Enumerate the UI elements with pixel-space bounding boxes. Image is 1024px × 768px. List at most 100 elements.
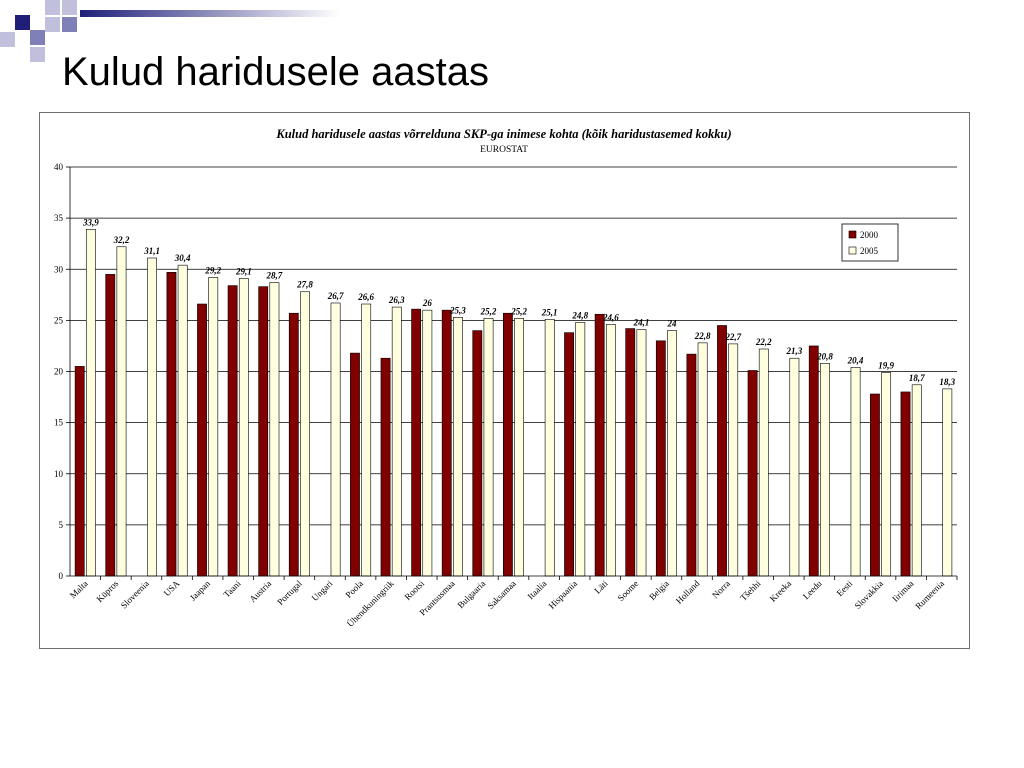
data-label-2005: 25,2 bbox=[510, 306, 527, 316]
bar-2005 bbox=[238, 278, 249, 577]
data-label-2005: 25,3 bbox=[449, 305, 466, 315]
deco-square bbox=[15, 15, 30, 30]
data-label-2005: 18,7 bbox=[909, 373, 925, 383]
legend-label-2005: 2005 bbox=[860, 246, 879, 256]
bar-2000 bbox=[227, 285, 238, 577]
data-label-2005: 22,2 bbox=[755, 337, 772, 347]
data-label-2005: 24,6 bbox=[602, 312, 619, 322]
bar-2005 bbox=[667, 330, 677, 577]
bars bbox=[74, 229, 953, 577]
x-tick-label: Läti bbox=[592, 578, 610, 596]
bar-2000 bbox=[594, 313, 605, 577]
bar-2005 bbox=[208, 277, 219, 577]
bar-2000 bbox=[717, 325, 727, 577]
bar-2000 bbox=[197, 303, 207, 577]
deco-square bbox=[62, 0, 77, 15]
bar-2000 bbox=[350, 352, 360, 577]
chart-title: Kulud haridusele aastas võrrelduna SKP-g… bbox=[275, 127, 731, 141]
bar-2005 bbox=[147, 257, 157, 577]
data-label-2005: 18,3 bbox=[939, 377, 955, 387]
bar-2005 bbox=[575, 322, 586, 577]
bar-2005 bbox=[942, 388, 953, 577]
deco-square bbox=[45, 0, 60, 15]
x-tick-label: Eesti bbox=[835, 578, 855, 598]
bar-2005 bbox=[391, 306, 402, 577]
x-tick-label: Belgia bbox=[647, 578, 671, 602]
bar-2000 bbox=[288, 312, 299, 577]
data-label-2005: 29,2 bbox=[204, 265, 221, 275]
x-tick-label: Malta bbox=[68, 578, 90, 600]
x-tick-label: Rootsi bbox=[402, 578, 426, 602]
data-label-2005: 27,8 bbox=[296, 280, 313, 290]
x-tick-label: Tšehhi bbox=[738, 578, 763, 603]
y-tick-label: 0 bbox=[59, 571, 64, 581]
x-tick-label: Portugal bbox=[275, 578, 304, 607]
x-tick-label: Kreeka bbox=[768, 578, 793, 603]
x-tick-label: Bulgaaria bbox=[456, 578, 488, 610]
x-tick-label: Leedu bbox=[801, 578, 824, 601]
x-tick-label: USA bbox=[162, 578, 182, 598]
bar-2005 bbox=[820, 363, 830, 577]
data-label-2005: 21,3 bbox=[786, 346, 803, 356]
bar-2005 bbox=[177, 264, 188, 577]
bar-2005 bbox=[758, 348, 769, 577]
y-tick-label: 15 bbox=[54, 418, 64, 428]
data-label-2005: 32,2 bbox=[113, 235, 130, 245]
data-label-2005: 26 bbox=[422, 298, 433, 308]
bar-2005 bbox=[422, 309, 433, 577]
y-tick-label: 40 bbox=[54, 162, 64, 172]
bar-2000 bbox=[686, 353, 697, 577]
x-tick-label: Ungari bbox=[310, 578, 335, 603]
data-label-2005: 24,8 bbox=[571, 310, 588, 320]
data-label-2005: 30,4 bbox=[174, 253, 191, 263]
bar-2005 bbox=[514, 318, 524, 577]
bar-2000 bbox=[258, 286, 269, 577]
bar-2005 bbox=[269, 282, 280, 577]
title-decoration bbox=[0, 0, 340, 62]
data-labels: 33,9 32,2 31,1 30,4 29,2 29,1 28,7 27,8 26,7 26,6… bbox=[82, 217, 956, 387]
bar-2005 bbox=[697, 342, 708, 577]
bar-2005 bbox=[911, 384, 922, 577]
x-tick-label: Küpros bbox=[94, 578, 120, 604]
deco-square bbox=[45, 17, 60, 32]
data-label-2005: 33,9 bbox=[82, 217, 99, 227]
data-label-2005: 28,7 bbox=[266, 271, 283, 281]
bar-2000 bbox=[655, 340, 666, 577]
x-tick-label: Jaapan bbox=[188, 578, 213, 603]
bar-2005 bbox=[85, 229, 96, 577]
bar-2000 bbox=[411, 308, 422, 577]
data-label-2005: 31,1 bbox=[143, 246, 160, 256]
bar-2000 bbox=[502, 312, 513, 577]
data-label-2005: 25,2 bbox=[480, 306, 497, 316]
data-label-2005: 24,1 bbox=[633, 318, 650, 328]
bar-2005 bbox=[330, 302, 341, 577]
legend: 2000 2005 bbox=[841, 223, 899, 262]
y-tick-label: 30 bbox=[54, 264, 64, 274]
bar-2005 bbox=[881, 372, 892, 577]
data-label-2005: 26,7 bbox=[327, 291, 344, 301]
data-label-2005: 29,1 bbox=[235, 266, 252, 276]
data-label-2005: 19,9 bbox=[878, 361, 894, 371]
chart-subtitle: EUROSTAT bbox=[480, 145, 528, 155]
x-tick-label: Slovakkia bbox=[852, 578, 885, 611]
x-tick-label: Soome bbox=[615, 578, 640, 603]
data-label-2005: 22,7 bbox=[724, 332, 741, 342]
title-gradient-bar bbox=[80, 10, 340, 17]
chart-frame: Kulud haridusele aastas võrrelduna SKP-g… bbox=[39, 112, 970, 649]
bar-2000 bbox=[472, 330, 483, 577]
x-tick-label: Saksamaa bbox=[485, 578, 518, 611]
bar-2000 bbox=[380, 357, 391, 577]
bar-2005 bbox=[850, 367, 861, 577]
data-label-2005: 25,1 bbox=[541, 307, 558, 317]
y-tick-label: 5 bbox=[59, 520, 64, 530]
bar-2005 bbox=[544, 319, 555, 577]
x-tick-label: Poola bbox=[343, 578, 365, 600]
bar-2000 bbox=[747, 370, 758, 577]
deco-square bbox=[0, 32, 15, 47]
bar-2000 bbox=[74, 366, 85, 577]
data-label-2005: 20,8 bbox=[816, 351, 833, 361]
bar-2000 bbox=[105, 274, 116, 577]
bar-2000 bbox=[900, 391, 911, 577]
bar-2000 bbox=[870, 393, 880, 577]
bar-2000 bbox=[564, 332, 574, 577]
